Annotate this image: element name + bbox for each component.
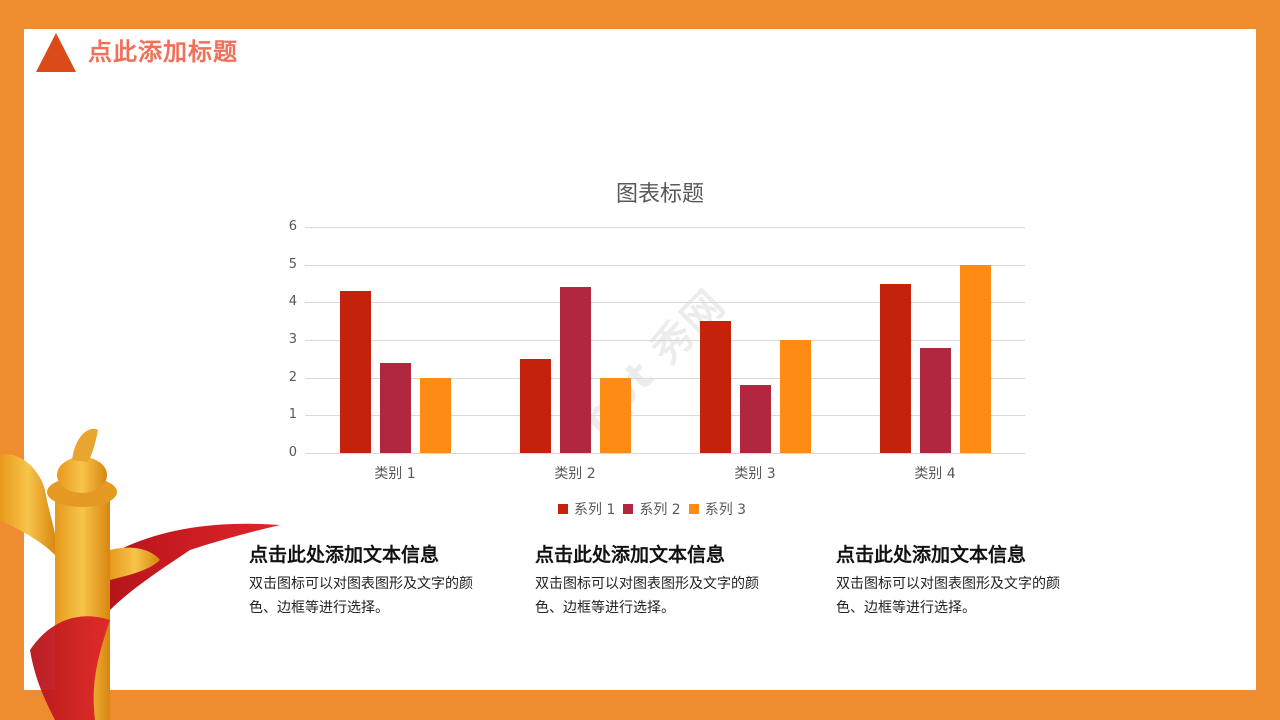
huabiao-column-illustration (0, 428, 280, 720)
bar-3-3[interactable] (779, 340, 811, 453)
x-tick-label: 类别 3 (734, 466, 776, 482)
legend-label: 系列 3 (704, 502, 747, 518)
bar-3-2[interactable] (599, 377, 631, 453)
bar-2-2[interactable] (559, 287, 591, 453)
info-body: 双击图标可以对图表图形及文字的颜色、边框等进行选择。 (836, 576, 1060, 616)
y-tick-label: 2 (288, 369, 297, 385)
gridline (305, 415, 1025, 417)
x-tick-label: 类别 4 (914, 466, 956, 482)
legend-swatch-icon (688, 504, 699, 514)
bar-2-4[interactable] (919, 347, 951, 453)
legend-item[interactable]: 系列 1 (558, 499, 615, 519)
chart-legend[interactable]: 系列 1 系列 2 系列 3 (558, 499, 746, 519)
y-tick-label: 3 (288, 332, 297, 347)
info-heading: 点击此处添加文本信息 (249, 544, 440, 566)
info-body: 双击图标可以对图表图形及文字的颜色、边框等进行选择。 (535, 576, 759, 616)
bar-2-3[interactable] (739, 385, 771, 453)
info-block-1[interactable]: 点击此处添加文本信息 双击图标可以对图表图形及文字的颜色、边框等进行选择。 (249, 542, 509, 620)
slide-panel (24, 29, 1256, 690)
bar-1-4[interactable] (879, 283, 911, 453)
gridline (305, 302, 1025, 304)
gridline (305, 264, 1025, 266)
y-tick-label: 5 (288, 256, 297, 272)
bar-1-2[interactable] (519, 358, 551, 453)
legend-item[interactable]: 系列 3 (688, 499, 747, 519)
info-heading: 点击此处添加文本信息 (535, 544, 726, 566)
slide-title[interactable]: 点此添加标题 (88, 38, 238, 66)
y-tick-label: 4 (288, 294, 297, 310)
y-tick-label: 6 (288, 219, 297, 234)
legend-label: 系列 2 (639, 502, 681, 518)
bar-3-1[interactable] (419, 377, 451, 453)
x-tick-label: 类别 1 (374, 466, 416, 482)
bar-2-1[interactable] (379, 362, 411, 453)
chart-plot-area[interactable]: 0 1 2 3 4 5 6 (289, 220, 1025, 460)
info-block-2[interactable]: 点击此处添加文本信息 双击图标可以对图表图形及文字的颜色、边框等进行选择。 (535, 542, 795, 620)
bar-3-4[interactable] (959, 264, 991, 453)
bar-1-3[interactable] (699, 321, 731, 453)
gridline (305, 227, 1025, 228)
gridline (305, 377, 1025, 379)
info-body: 双击图标可以对图表图形及文字的颜色、边框等进行选择。 (249, 576, 473, 616)
triangle-icon (36, 33, 76, 72)
info-block-3[interactable]: 点击此处添加文本信息 双击图标可以对图表图形及文字的颜色、边框等进行选择。 (836, 542, 1096, 620)
legend-swatch-icon (623, 504, 634, 514)
bar-1-1[interactable] (339, 291, 371, 453)
gridline (305, 340, 1025, 341)
chart-title[interactable]: 图表标题 (615, 182, 704, 207)
gridline (305, 453, 1025, 454)
x-tick-label: 类别 2 (554, 466, 596, 482)
legend-label: 系列 1 (574, 502, 616, 518)
legend-item[interactable]: 系列 2 (623, 499, 681, 519)
info-heading: 点击此处添加文本信息 (836, 544, 1027, 566)
y-tick-label: 0 (288, 445, 297, 460)
legend-swatch-icon (558, 504, 568, 514)
y-tick-label: 1 (288, 407, 297, 423)
